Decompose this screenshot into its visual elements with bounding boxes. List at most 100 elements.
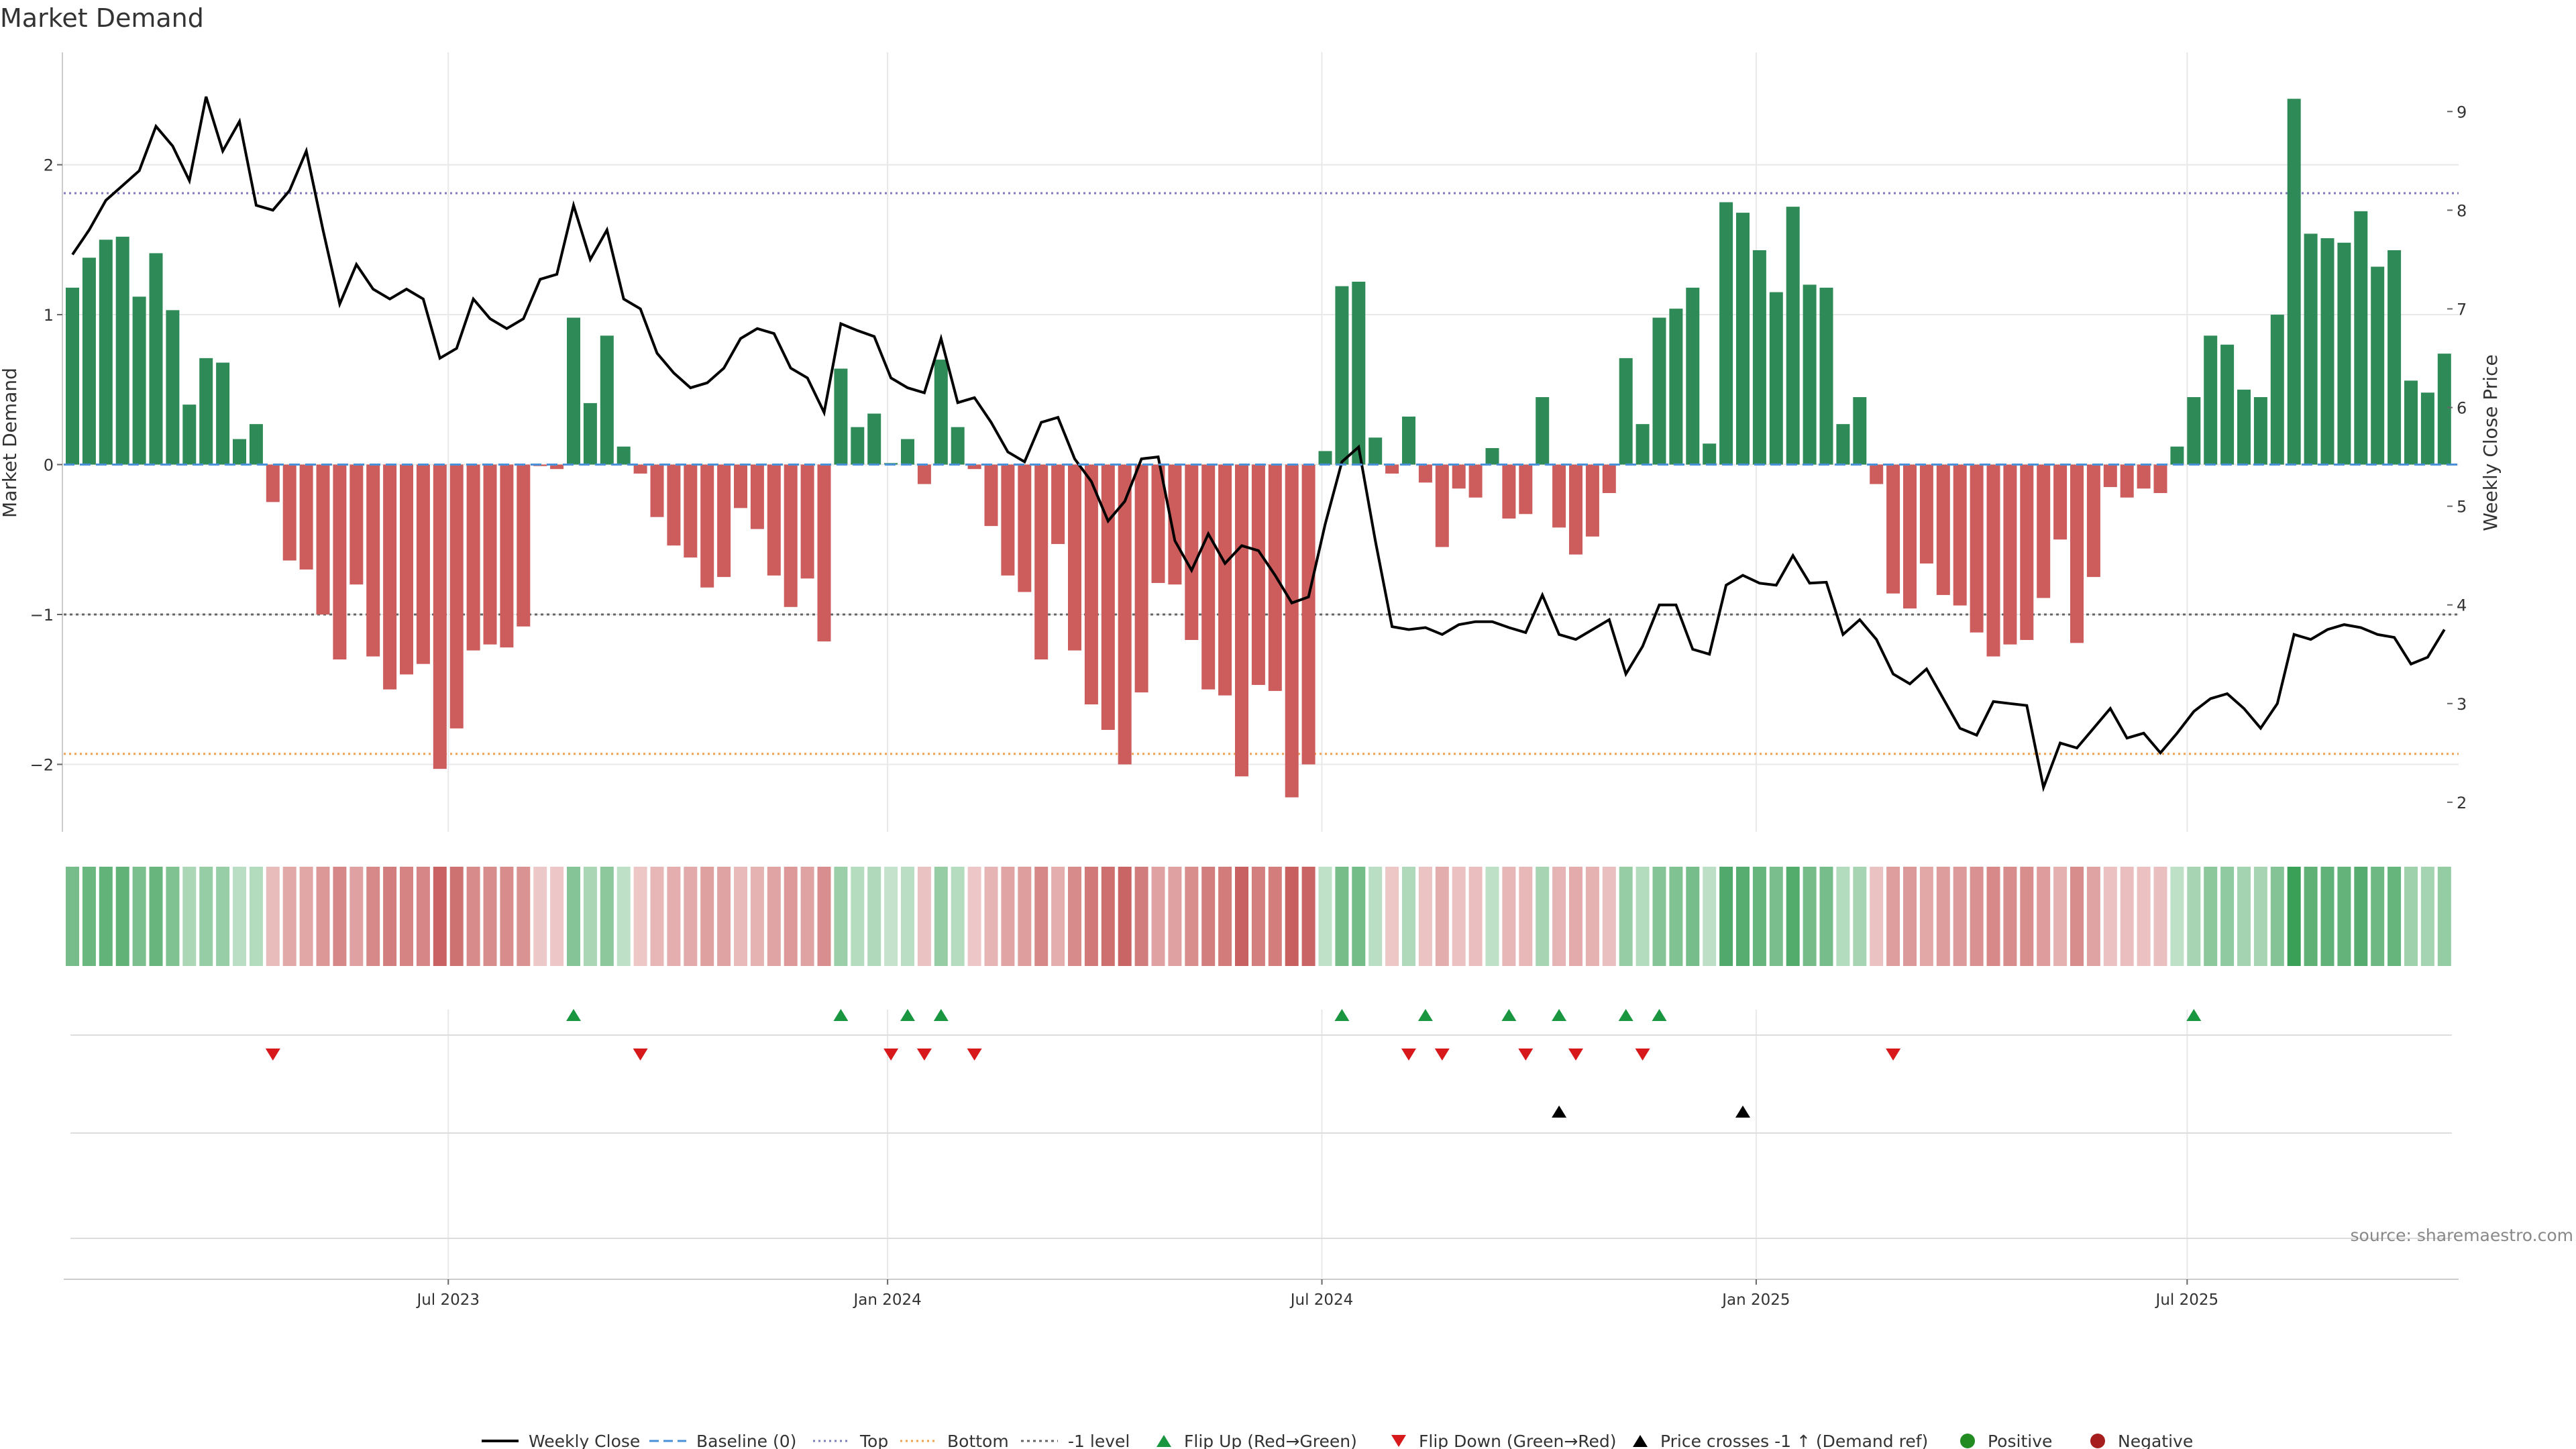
demand-bar xyxy=(1919,464,1933,564)
demand-bar xyxy=(1168,464,1182,585)
heat-cell xyxy=(1485,867,1499,966)
demand-bar xyxy=(567,317,580,465)
demand-bar xyxy=(2354,211,2368,465)
heat-cell xyxy=(2037,867,2051,966)
flip-down-marker xyxy=(633,1049,648,1061)
demand-bar xyxy=(66,287,79,465)
demand-bar xyxy=(1803,284,1817,465)
heat-cell xyxy=(984,867,998,966)
demand-bar xyxy=(2387,250,2402,465)
heat-cell xyxy=(182,867,197,966)
heat-cell xyxy=(2304,867,2318,966)
heat-cell xyxy=(2153,867,2167,966)
demand-bar xyxy=(2337,242,2351,465)
legend-label: Flip Up (Red→Green) xyxy=(1184,1432,1357,1449)
legend-flip-down-symbol xyxy=(1391,1435,1406,1447)
legend-label: Weekly Close xyxy=(529,1432,640,1449)
legend-flip-up-symbol xyxy=(1157,1435,1171,1447)
date-tick-label: Jan 2025 xyxy=(1721,1291,1790,1309)
demand-bar xyxy=(233,439,246,465)
demand-bar xyxy=(2020,464,2034,640)
heat-cell xyxy=(1285,867,1299,966)
legend-label: Bottom xyxy=(947,1432,1009,1449)
demand-bar xyxy=(550,464,564,470)
heat-cell xyxy=(2070,867,2084,966)
heat-cell xyxy=(1218,867,1232,966)
demand-bar xyxy=(583,402,597,465)
heat-cell xyxy=(1719,867,1733,966)
demand-bar xyxy=(115,236,129,465)
heat-cell xyxy=(633,867,647,966)
demand-bar xyxy=(2187,396,2201,465)
heat-cell xyxy=(1886,867,1900,966)
heat-cell xyxy=(149,867,163,966)
demand-bar xyxy=(1986,464,2000,657)
demand-bar xyxy=(667,464,681,546)
flip-down-marker xyxy=(967,1049,982,1061)
heat-cell xyxy=(1903,867,1917,966)
demand-bar xyxy=(1536,396,1550,465)
heat-cell xyxy=(1335,867,1349,966)
heat-cell xyxy=(282,867,297,966)
demand-bar xyxy=(1235,464,1248,777)
heat-cell xyxy=(82,867,96,966)
demand-bar xyxy=(299,464,313,570)
demand-bar xyxy=(2037,464,2051,598)
heat-cell xyxy=(115,867,129,966)
y2-tick-label: 8 xyxy=(2457,201,2467,220)
heat-cell xyxy=(1585,867,1599,966)
legend-label: -1 level xyxy=(1068,1432,1130,1449)
demand-bar xyxy=(1034,464,1049,660)
heat-cell xyxy=(1569,867,1582,966)
demand-bar xyxy=(1251,464,1265,686)
demand-bar xyxy=(2420,392,2434,465)
demand-bar xyxy=(1485,447,1499,465)
demand-bar xyxy=(182,405,197,465)
demand-bar xyxy=(266,464,280,502)
price-cross-marker xyxy=(1552,1106,1567,1118)
heat-cell xyxy=(700,867,714,966)
demand-bar xyxy=(1686,287,1700,465)
demand-bar xyxy=(1018,464,1032,592)
demand-bar xyxy=(2120,464,2134,498)
heat-cell xyxy=(199,867,213,966)
heat-cell xyxy=(967,867,981,966)
date-axis: Jul 2023 Jan 2024 Jul 2024 Jan 2025 Jul 2025 xyxy=(64,1279,2459,1309)
demand-bar xyxy=(433,464,447,769)
heat-cell xyxy=(1251,867,1265,966)
demand-bar xyxy=(99,239,113,465)
heat-cell xyxy=(2120,867,2134,966)
heat-cell xyxy=(600,867,614,966)
heat-cell xyxy=(1819,867,1833,966)
demand-bar xyxy=(1602,464,1616,493)
demand-bar xyxy=(2003,464,2017,645)
demand-bar xyxy=(2404,380,2418,465)
y2-tick-label: 7 xyxy=(2457,300,2467,319)
demand-bar xyxy=(984,464,998,527)
demand-bar xyxy=(967,464,981,470)
demand-bar xyxy=(1101,464,1115,731)
demand-bar xyxy=(2437,354,2451,465)
heat-cell xyxy=(1268,867,1282,966)
heat-cell xyxy=(216,867,230,966)
heat-cell xyxy=(951,867,965,966)
demand-bar xyxy=(466,464,480,651)
demand-bars xyxy=(66,99,2451,798)
demand-bar xyxy=(2204,335,2218,465)
heat-cell xyxy=(2170,867,2184,966)
demand-bar xyxy=(684,464,698,558)
heat-cell xyxy=(1134,867,1148,966)
demand-bar xyxy=(1936,464,1950,595)
flip-up-marker xyxy=(833,1009,849,1021)
demand-bar xyxy=(2086,464,2100,578)
flip-up-marker xyxy=(1334,1009,1350,1021)
heat-cell xyxy=(66,867,79,966)
event-markers xyxy=(70,1009,2452,1239)
heat-cell xyxy=(1986,867,2000,966)
demand-bar xyxy=(366,464,380,657)
demand-bar xyxy=(1569,464,1582,555)
heat-cell xyxy=(917,867,931,966)
heat-cell xyxy=(650,867,664,966)
flip-down-marker xyxy=(916,1049,932,1061)
